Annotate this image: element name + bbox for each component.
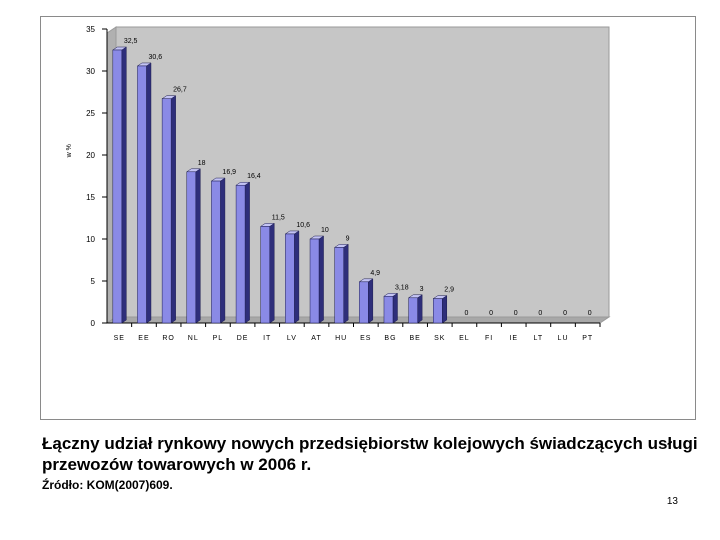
bar [161, 98, 172, 324]
chart-frame: 0 5 10 15 20 25 30 35 w % 32,5 SE 30,6 EE 26,7 RO 18 NL 1… [40, 16, 696, 420]
data-label: 0 [514, 310, 518, 317]
bar [186, 171, 197, 324]
bar-side [294, 230, 300, 324]
bar-side [368, 278, 374, 324]
y-tick-label: 0 [91, 319, 96, 328]
y-tick-label: 25 [86, 109, 95, 118]
category-label: RO [162, 335, 175, 342]
bar [112, 49, 123, 324]
y-tick-label: 5 [91, 277, 96, 286]
category-label: SK [434, 335, 445, 342]
category-label: EL [459, 335, 470, 342]
data-label: 0 [489, 310, 493, 317]
category-label: DE [237, 335, 249, 342]
bar [309, 238, 320, 324]
plot-floor [105, 316, 611, 324]
data-label: 26,7 [173, 87, 187, 94]
source-note: Źródło: KOM(2007)609. [42, 478, 173, 492]
bar-side [146, 62, 152, 324]
category-label: EE [138, 335, 149, 342]
data-label: 3,18 [395, 284, 409, 291]
data-label: 0 [563, 310, 567, 317]
category-label: HU [335, 335, 347, 342]
bar-side [170, 95, 176, 324]
bar-side [244, 181, 250, 324]
data-label: 11,5 [272, 214, 285, 221]
data-label: 3 [420, 286, 424, 293]
y-tick-label: 30 [86, 67, 95, 76]
y-axis-label: w % [66, 144, 73, 158]
bar [137, 65, 147, 324]
bar [260, 226, 270, 324]
bar [211, 180, 221, 324]
bar [285, 233, 295, 324]
bar [235, 184, 246, 324]
bar [359, 281, 369, 324]
bar [433, 298, 443, 324]
bar-side [121, 46, 127, 324]
bar-side [442, 295, 448, 324]
data-label: 4,9 [370, 270, 380, 277]
bar-side [318, 235, 324, 324]
data-label: 2,9 [444, 287, 454, 294]
category-label: PL [213, 335, 224, 342]
data-label: 16,4 [247, 173, 261, 180]
category-label: IE [509, 335, 518, 342]
y-tick-label: 10 [86, 235, 95, 244]
page-number: 13 [666, 496, 678, 507]
y-tick-label: 20 [86, 151, 95, 160]
data-label: 0 [588, 310, 592, 317]
data-label: 32,5 [124, 38, 138, 45]
data-label: 16,9 [222, 169, 236, 176]
category-label: FI [485, 335, 493, 342]
chart-caption: Łączny udział rynkowy nowych przedsiębio… [42, 434, 698, 474]
data-label: 0 [538, 310, 542, 317]
category-label: AT [311, 335, 321, 342]
data-label: 18 [198, 160, 206, 167]
bar [334, 247, 344, 324]
category-label: BG [384, 335, 396, 342]
data-label: 9 [346, 235, 350, 242]
bar [408, 297, 418, 324]
category-label: SE [114, 335, 125, 342]
data-label: 0 [464, 310, 468, 317]
data-label: 30,6 [148, 54, 162, 61]
category-label: PT [582, 335, 593, 342]
category-label: LV [287, 335, 297, 342]
bar-side [269, 222, 275, 324]
data-label: 10 [321, 227, 329, 234]
category-label: NL [188, 335, 199, 342]
y-tick-label: 35 [86, 25, 95, 34]
category-label: LU [558, 335, 569, 342]
category-label: BE [409, 335, 420, 342]
data-label: 10,6 [296, 222, 310, 229]
bar [383, 296, 394, 324]
category-label: LT [534, 335, 544, 342]
bar-side [195, 168, 201, 324]
bar-side [417, 294, 423, 324]
category-label: IT [263, 335, 271, 342]
bar-side [343, 243, 349, 324]
bar-side [392, 292, 398, 324]
bar-side [220, 177, 226, 324]
y-tick-label: 15 [86, 193, 95, 202]
category-label: ES [360, 335, 371, 342]
